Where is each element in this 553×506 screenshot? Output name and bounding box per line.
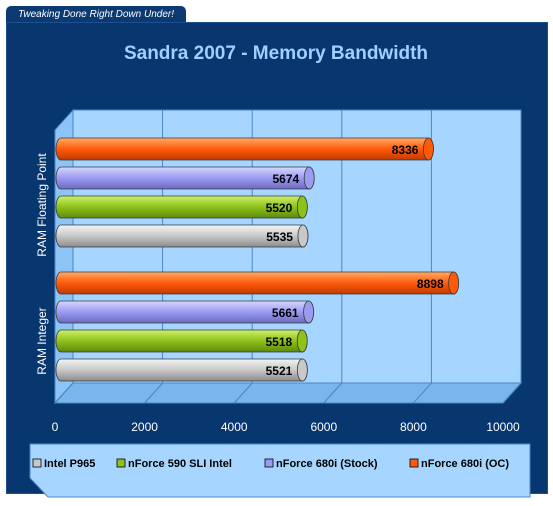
bar	[55, 329, 308, 353]
bar-value-label: 5674	[272, 172, 299, 186]
legend-label: Intel P965	[44, 458, 95, 470]
category-label: RAM Integer	[35, 307, 49, 374]
x-tick-label: 4000	[221, 420, 248, 434]
bar	[55, 195, 308, 219]
gridline-floor	[144, 382, 163, 404]
gridline-floor	[323, 382, 343, 404]
gridline-floor	[233, 382, 253, 404]
bar-value-label: 8336	[392, 143, 419, 157]
bar-cap	[296, 195, 308, 219]
bar-cap	[303, 300, 315, 324]
legend-swatch	[409, 458, 419, 468]
legend-swatch	[32, 458, 42, 468]
chart-title: Sandra 2007 - Memory Bandwidth	[124, 43, 428, 64]
legend-item: nForce 680i (Stock)	[264, 458, 378, 470]
legend-label: nForce 680i (Stock)	[276, 458, 378, 470]
bar	[55, 137, 434, 161]
x-tick-label: 6000	[310, 420, 337, 434]
bars-group	[55, 137, 460, 382]
bar-value-label: 5535	[266, 230, 293, 244]
bar-cap	[448, 271, 460, 295]
x-tick-label: 2000	[131, 420, 158, 434]
bar-cap	[296, 329, 308, 353]
legend-swatch	[264, 458, 274, 468]
x-tick-label: 0	[52, 420, 59, 434]
y-axis-categories: RAM Floating Point RAM Integer	[35, 153, 49, 375]
bar-value-label: 5661	[272, 306, 299, 320]
legend-label: nForce 590 SLI Intel	[128, 458, 232, 470]
legend-label: nForce 680i (OC)	[421, 458, 509, 470]
bar-value-label: 5518	[266, 335, 293, 349]
category-label: RAM Floating Point	[35, 153, 49, 257]
legend-swatch	[116, 458, 126, 468]
bar-value-label: 5521	[266, 364, 293, 378]
gridline-floor	[54, 382, 74, 404]
legend-box	[29, 443, 531, 498]
bar-cap	[303, 166, 315, 190]
bar-cap	[423, 137, 434, 161]
plot-floor	[53, 382, 523, 404]
bar-value-label: 5520	[266, 201, 293, 215]
x-tick-label: 8000	[400, 420, 427, 434]
x-tick-label: 10000	[486, 420, 520, 434]
bar	[55, 166, 315, 190]
bar-value-label: 8898	[417, 277, 444, 291]
legend-item: Intel P965	[32, 458, 95, 470]
bar-cap	[296, 358, 308, 382]
legend: Intel P965 nForce 590 SLI Intel nForce 680…	[32, 458, 509, 470]
value-labels: 8336 5674 5520 5535 8898 5661 5518 5521	[266, 143, 444, 378]
bar-cap	[297, 224, 309, 248]
bar	[55, 224, 309, 248]
gridline-floor	[413, 382, 432, 404]
legend-item: nForce 680i (OC)	[409, 458, 509, 470]
bar	[55, 300, 315, 324]
x-axis-ticks: 0 2000 4000 6000 8000 10000	[52, 420, 520, 434]
bar	[55, 271, 460, 295]
legend-item: nForce 590 SLI Intel	[116, 458, 232, 470]
site-tagline: Tweaking Done Right Down Under!	[6, 6, 186, 23]
bar	[55, 358, 308, 382]
gridline-floor	[502, 382, 522, 404]
